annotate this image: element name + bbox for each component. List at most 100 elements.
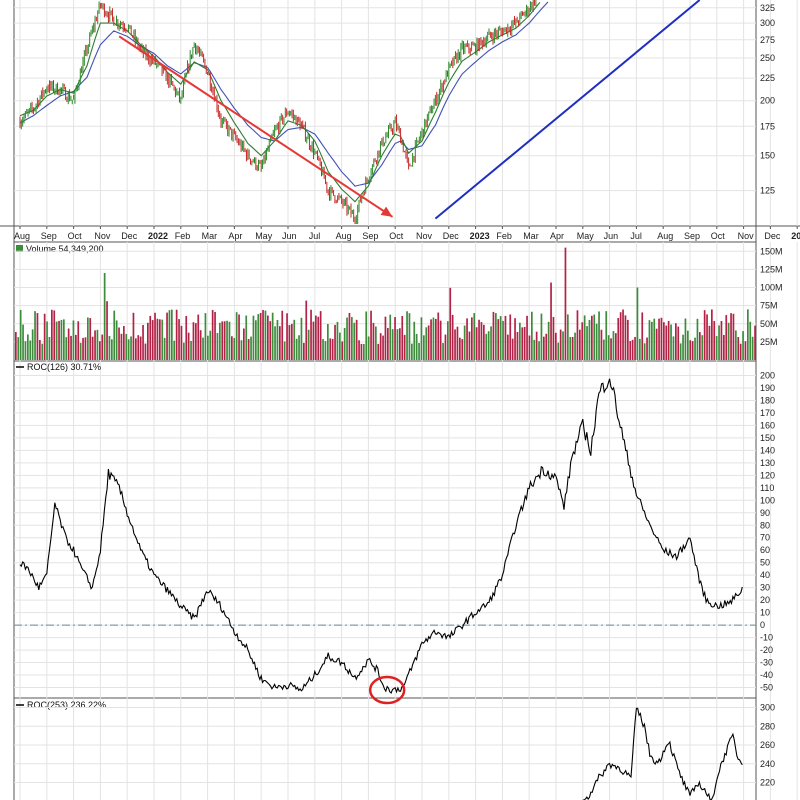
volume-bar (615, 333, 617, 360)
volume-bar (607, 335, 610, 360)
volume-bar (221, 321, 224, 360)
volume-bar (370, 310, 372, 360)
volume-tick-label: 75M (760, 301, 778, 311)
volume-bar (629, 341, 632, 360)
volume-bar (538, 341, 540, 360)
x-tick-label: Nov (416, 231, 433, 241)
volume-bar (259, 312, 262, 360)
volume-bar (127, 339, 130, 360)
volume-bar (101, 334, 104, 360)
volume-bar (51, 309, 53, 360)
roc126-tick-label: 100 (760, 495, 775, 505)
volume-bar (137, 335, 140, 360)
volume-bar (295, 338, 298, 360)
volume-bar (619, 312, 622, 360)
volume-bar (723, 334, 725, 360)
x-tick-label: Mar (202, 231, 218, 241)
volume-bar (355, 319, 358, 360)
volume-bar (591, 315, 593, 360)
x-tick-label: Nov (94, 231, 111, 241)
volume-bar (605, 311, 608, 360)
x-tick-label: Dec (764, 231, 781, 241)
volume-bar (715, 336, 718, 360)
roc126-tick-label: 80 (760, 520, 770, 530)
volume-bar (651, 321, 653, 360)
volume-bar (737, 337, 740, 360)
volume-bar (406, 311, 408, 360)
volume-bar (660, 317, 663, 360)
volume-bar (545, 333, 548, 360)
volume-bar (190, 340, 192, 360)
volume-bar (360, 343, 363, 360)
volume-bar (399, 328, 401, 360)
volume-bar (132, 312, 135, 360)
roc126-tick-label: 160 (760, 420, 775, 430)
x-tick-label: Sep (362, 231, 378, 241)
volume-bar (471, 317, 473, 360)
volume-bar (63, 319, 65, 360)
volume-bar (687, 330, 689, 360)
volume-bar (401, 315, 404, 360)
volume-bar (451, 314, 454, 360)
volume-bar (226, 320, 228, 360)
volume-bar (627, 319, 629, 360)
volume-bar (643, 343, 646, 360)
volume-bar (480, 322, 483, 360)
volume-bar (139, 336, 142, 360)
volume-bar (180, 325, 183, 360)
volume-bar (684, 318, 687, 360)
volume-bar (499, 316, 502, 360)
volume-bar (154, 312, 156, 360)
roc126-tick-label: 40 (760, 570, 770, 580)
uptrend-line (434, 0, 701, 220)
volume-bar (24, 341, 27, 360)
volume-bar (675, 323, 677, 360)
volume-bar (639, 338, 641, 360)
volume-bar (550, 282, 552, 360)
roc126-line (19, 378, 743, 694)
volume-bar (163, 337, 166, 360)
volume-bar (159, 319, 161, 360)
volume-bar (58, 320, 60, 360)
price-tick-label: 325 (760, 3, 775, 13)
volume-bar (77, 321, 80, 360)
volume-bar (250, 336, 252, 360)
volume-panel-title: Volume 54,349,200 (26, 244, 104, 254)
volume-bar (91, 336, 94, 360)
volume-bar (322, 339, 324, 360)
volume-bar (507, 334, 509, 360)
volume-bar (219, 322, 221, 360)
volume-bar (502, 320, 504, 360)
price-tick-label: 200 (760, 96, 775, 106)
volume-bar (485, 333, 488, 360)
volume-bar (257, 314, 260, 360)
volume-bar (240, 340, 243, 360)
volume-bar (70, 335, 72, 360)
volume-bar (442, 343, 444, 360)
volume-bar (31, 329, 34, 360)
x-tick-label: Mar (523, 231, 539, 241)
volume-bar (79, 342, 82, 360)
x-tick-label: Jul (630, 231, 642, 241)
volume-bar (641, 312, 644, 360)
volume-bar (569, 337, 572, 360)
volume-bar (343, 327, 346, 360)
volume-bar (631, 339, 634, 360)
volume-bar (228, 321, 231, 360)
volume-bar (298, 335, 300, 360)
volume-bar (293, 319, 296, 360)
volume-bar (394, 317, 396, 360)
volume-bar (461, 339, 464, 360)
volume-bar (533, 339, 536, 360)
volume-panel: Volume 54,349,200 25M 50M 75M 100M 125M 150M (14, 244, 783, 360)
roc126-tick-label: 190 (760, 383, 775, 393)
volume-bar (574, 332, 576, 360)
volume-bar (713, 320, 716, 360)
volume-bar (377, 343, 380, 360)
volume-bar (202, 337, 204, 360)
volume-bar (199, 330, 202, 360)
price-tick-label: 125 (760, 186, 775, 196)
volume-bar (667, 320, 670, 360)
volume-tick-label: 125M (760, 264, 783, 274)
volume-bar (53, 310, 56, 360)
